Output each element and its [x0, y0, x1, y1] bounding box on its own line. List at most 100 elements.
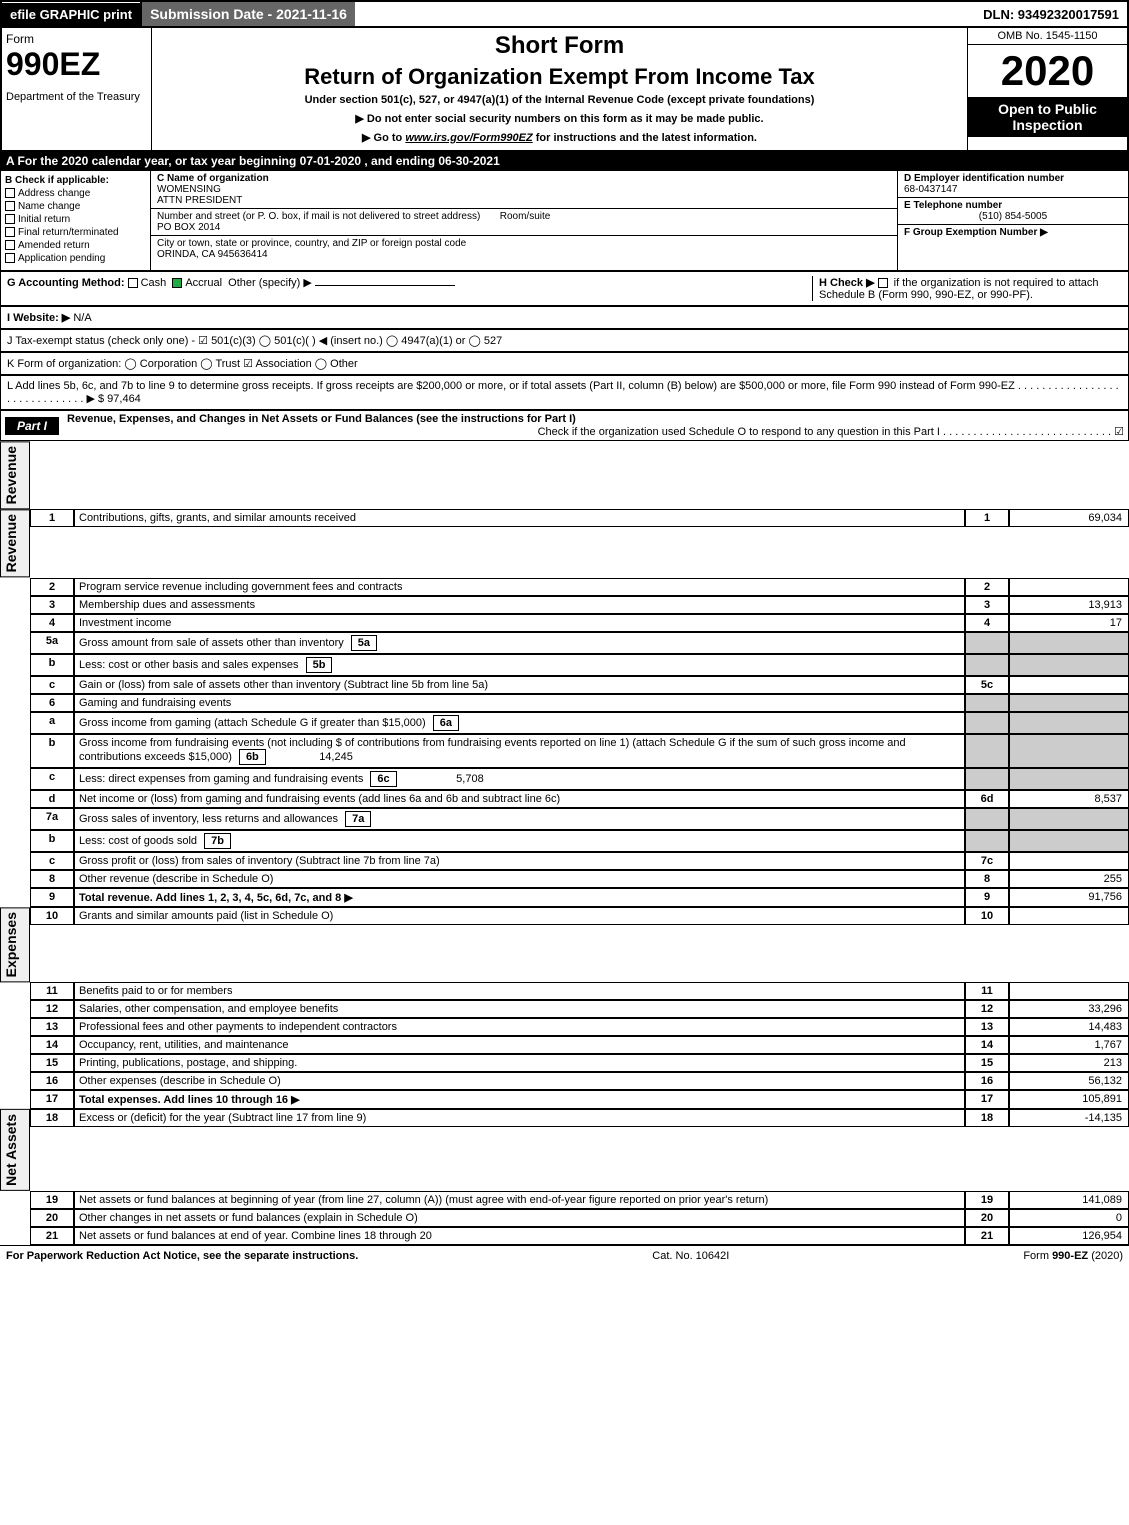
department: Department of the Treasury — [6, 91, 147, 103]
line-desc: Less: cost of goods sold 7b — [74, 830, 965, 852]
other-option: Other (specify) ▶ — [228, 277, 312, 289]
org-attn: ATTN PRESIDENT — [157, 195, 242, 206]
line-desc: Other revenue (describe in Schedule O) — [74, 870, 965, 888]
line-desc: Grants and similar amounts paid (list in… — [74, 907, 965, 925]
line-desc: Professional fees and other payments to … — [74, 1018, 965, 1036]
city-row: City or town, state or province, country… — [151, 236, 897, 262]
return-title: Return of Organization Exempt From Incom… — [156, 64, 963, 90]
table-row: 20Other changes in net assets or fund ba… — [0, 1209, 1129, 1227]
row-l: L Add lines 5b, 6c, and 7b to line 9 to … — [0, 375, 1129, 410]
revenue-grid: Revenue — [0, 441, 1129, 509]
line-number: a — [30, 712, 74, 734]
form-word: Form — [6, 32, 147, 46]
efile-print-button[interactable]: efile GRAPHIC print — [2, 3, 140, 26]
line-number: 2 — [30, 578, 74, 596]
table-row: 3Membership dues and assessments313,913 — [0, 596, 1129, 614]
line-amount: 14,483 — [1009, 1018, 1129, 1036]
checkbox-checked-icon[interactable] — [172, 278, 182, 288]
line-amount — [1009, 676, 1129, 694]
submission-date: Submission Date - 2021-11-16 — [140, 2, 355, 26]
chk-final[interactable]: Final return/terminated — [5, 227, 146, 238]
l-text: L Add lines 5b, 6c, and 7b to line 9 to … — [7, 380, 1119, 405]
chk-name[interactable]: Name change — [5, 201, 146, 212]
line-desc: Contributions, gifts, grants, and simila… — [74, 509, 965, 527]
line-number: b — [30, 830, 74, 852]
line-desc: Less: direct expenses from gaming and fu… — [74, 768, 965, 790]
part-i-sub: Check if the organization used Schedule … — [67, 425, 1124, 438]
line-ref: 1 — [965, 509, 1009, 527]
inner-box-label: 5b — [306, 657, 333, 673]
row-h: H Check ▶ if the organization is not req… — [812, 276, 1122, 301]
city: ORINDA, CA 945636414 — [157, 249, 268, 260]
table-row: bLess: cost or other basis and sales exp… — [0, 654, 1129, 676]
line-amount: 126,954 — [1009, 1227, 1129, 1245]
room-label: Room/suite — [500, 211, 551, 222]
phone-row: E Telephone number (510) 854-5005 — [898, 198, 1128, 225]
line-desc: Gross income from fundraising events (no… — [74, 734, 965, 768]
line-desc: Salaries, other compensation, and employ… — [74, 1000, 965, 1018]
table-row: Expenses10Grants and similar amounts pai… — [0, 907, 1129, 982]
line-amount — [1009, 694, 1129, 712]
checkbox-icon — [5, 240, 15, 250]
table-row: 6Gaming and fundraising events — [0, 694, 1129, 712]
line-desc: Gain or (loss) from sale of assets other… — [74, 676, 965, 694]
line-desc: Total revenue. Add lines 1, 2, 3, 4, 5c,… — [74, 888, 965, 907]
line-ref: 21 — [965, 1227, 1009, 1245]
chk-amended[interactable]: Amended return — [5, 240, 146, 251]
goto-pre: ▶ Go to — [362, 132, 405, 144]
c-label: C Name of organization — [157, 173, 269, 184]
h-label: H Check ▶ — [819, 277, 875, 289]
line-amount: 8,537 — [1009, 790, 1129, 808]
section-label: Expenses — [0, 907, 30, 982]
line-desc: Membership dues and assessments — [74, 596, 965, 614]
chk-initial[interactable]: Initial return — [5, 214, 146, 225]
revenue-label: Revenue — [0, 441, 30, 509]
line-ref — [965, 654, 1009, 676]
under-section: Under section 501(c), 527, or 4947(a)(1)… — [156, 94, 963, 106]
line-desc: Excess or (deficit) for the year (Subtra… — [74, 1109, 965, 1127]
chk-pending[interactable]: Application pending — [5, 253, 146, 264]
row-k: K Form of organization: ◯ Corporation ◯ … — [0, 352, 1129, 375]
line-ref: 7c — [965, 852, 1009, 870]
line-amount — [1009, 712, 1129, 734]
line-ref — [965, 768, 1009, 790]
line-ref: 11 — [965, 982, 1009, 1000]
line-number: c — [30, 852, 74, 870]
top-bar: efile GRAPHIC print Submission Date - 20… — [0, 0, 1129, 28]
line-desc: Net assets or fund balances at beginning… — [74, 1191, 965, 1209]
box-c: C Name of organization WOMENSING ATTN PR… — [151, 171, 898, 270]
table-row: 13Professional fees and other payments t… — [0, 1018, 1129, 1036]
line-number: c — [30, 676, 74, 694]
checkbox-icon[interactable] — [878, 278, 888, 288]
line-number: 1 — [30, 509, 74, 527]
line-amount: 1,767 — [1009, 1036, 1129, 1054]
no-ssn-warning: ▶ Do not enter social security numbers o… — [156, 112, 963, 125]
line-amount: 17 — [1009, 614, 1129, 632]
line-desc: Gaming and fundraising events — [74, 694, 965, 712]
short-form-title: Short Form — [156, 32, 963, 60]
line-ref — [965, 808, 1009, 830]
box-d: D Employer identification number 68-0437… — [898, 171, 1128, 270]
info-section: B Check if applicable: Address change Na… — [0, 170, 1129, 271]
line-number: c — [30, 768, 74, 790]
table-row: bLess: cost of goods sold 7b — [0, 830, 1129, 852]
line-ref: 5c — [965, 676, 1009, 694]
table-row: 4Investment income417 — [0, 614, 1129, 632]
line-number: b — [30, 654, 74, 676]
street-row: Number and street (or P. O. box, if mail… — [151, 209, 897, 236]
line-number: 18 — [30, 1109, 74, 1127]
other-specify-input[interactable] — [315, 285, 455, 286]
irs-link[interactable]: www.irs.gov/Form990EZ — [405, 132, 532, 144]
checkbox-icon[interactable] — [128, 278, 138, 288]
line-amount — [1009, 982, 1129, 1000]
line-number: 20 — [30, 1209, 74, 1227]
line-desc: Net income or (loss) from gaming and fun… — [74, 790, 965, 808]
table-row: Net Assets18Excess or (deficit) for the … — [0, 1109, 1129, 1191]
chk-address[interactable]: Address change — [5, 188, 146, 199]
line-amount — [1009, 654, 1129, 676]
line-number: 17 — [30, 1090, 74, 1109]
line-amount: 213 — [1009, 1054, 1129, 1072]
row-g: G Accounting Method: Cash Accrual Other … — [7, 276, 812, 301]
line-amount: 13,913 — [1009, 596, 1129, 614]
open-public-badge: Open to Public Inspection — [968, 97, 1127, 137]
